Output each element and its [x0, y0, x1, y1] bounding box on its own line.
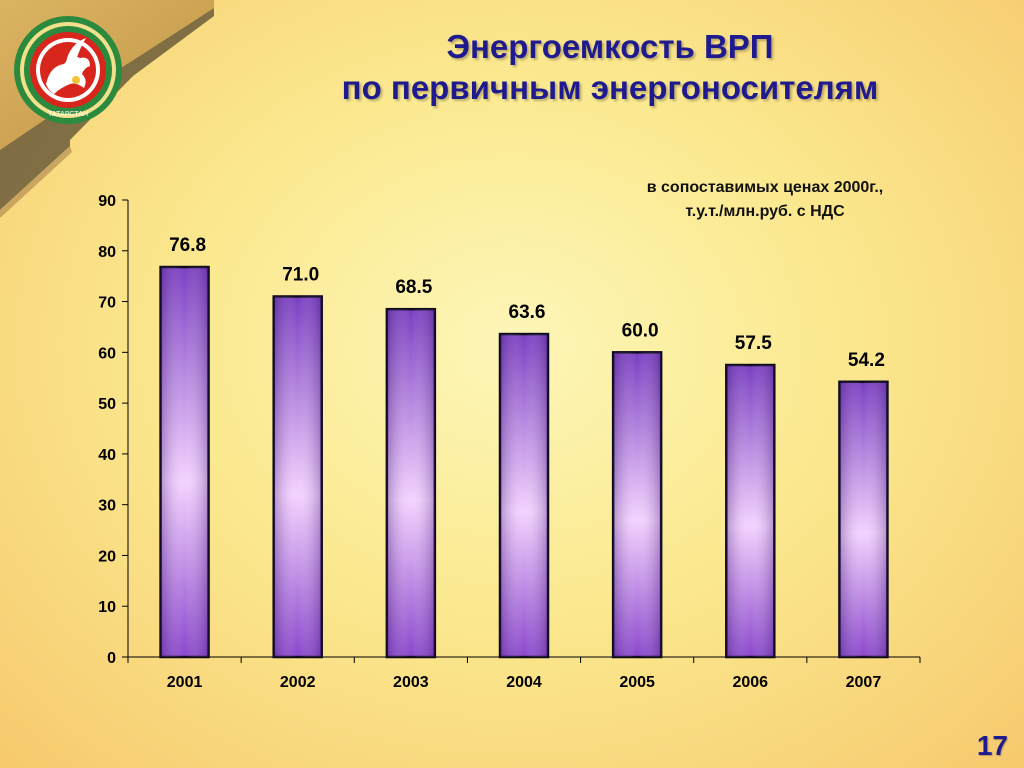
value-label-2001: 76.8 — [169, 235, 206, 256]
bar-shading-2002 — [273, 296, 322, 657]
value-label-2007: 54.2 — [848, 350, 885, 371]
bar-shading-2006 — [726, 365, 775, 657]
value-label-2006: 57.5 — [735, 333, 772, 354]
y-tick-label: 40 — [98, 447, 116, 464]
y-tick-label: 50 — [98, 396, 116, 413]
unit-note: в сопоставимых ценах 2000г., т.у.т./млн.… — [590, 176, 940, 224]
slide-title: Энергоемкость ВРП по первичным энергонос… — [240, 26, 980, 108]
y-tick-label: 20 — [98, 548, 116, 565]
x-tick-label-2003: 2003 — [393, 674, 429, 691]
bar-shading-2004 — [500, 334, 548, 657]
value-label-2003: 68.5 — [395, 277, 432, 298]
bar-shading-2003 — [386, 309, 435, 657]
page-number: 17 — [976, 730, 1008, 761]
title-line-2: по первичным энергоносителям — [341, 69, 879, 106]
y-tick-label: 60 — [98, 345, 116, 362]
value-label-2002: 71.0 — [282, 264, 319, 285]
bar-shading-2001 — [160, 267, 209, 657]
x-tick-label-2006: 2006 — [732, 674, 768, 691]
y-tick-label: 90 — [98, 193, 116, 210]
title-line-1: Энергоемкость ВРП — [446, 28, 774, 65]
x-tick-label-2002: 2002 — [280, 674, 316, 691]
x-tick-label-2005: 2005 — [619, 674, 655, 691]
tatarstan-emblem-logo: ТАТАРСТАН — [10, 8, 122, 128]
x-tick-label-2004: 2004 — [506, 674, 542, 691]
y-tick-label: 10 — [98, 599, 116, 616]
y-tick-label: 30 — [98, 498, 116, 515]
svg-text:ТАТАРСТАН: ТАТАРСТАН — [48, 111, 88, 118]
x-tick-label-2001: 2001 — [167, 674, 203, 691]
y-tick-label: 70 — [98, 295, 116, 312]
value-label-2005: 60.0 — [622, 320, 659, 341]
unit-line-1: в сопоставимых ценах 2000г., — [646, 179, 884, 196]
bar-shading-2005 — [613, 352, 662, 657]
y-tick-label: 80 — [98, 244, 116, 261]
unit-line-2: т.у.т./млн.руб. с НДС — [685, 203, 845, 220]
bar-shading-2007 — [839, 381, 888, 657]
value-label-2004: 63.6 — [509, 302, 546, 323]
y-tick-label: 0 — [107, 650, 116, 667]
x-tick-label-2007: 2007 — [846, 674, 882, 691]
